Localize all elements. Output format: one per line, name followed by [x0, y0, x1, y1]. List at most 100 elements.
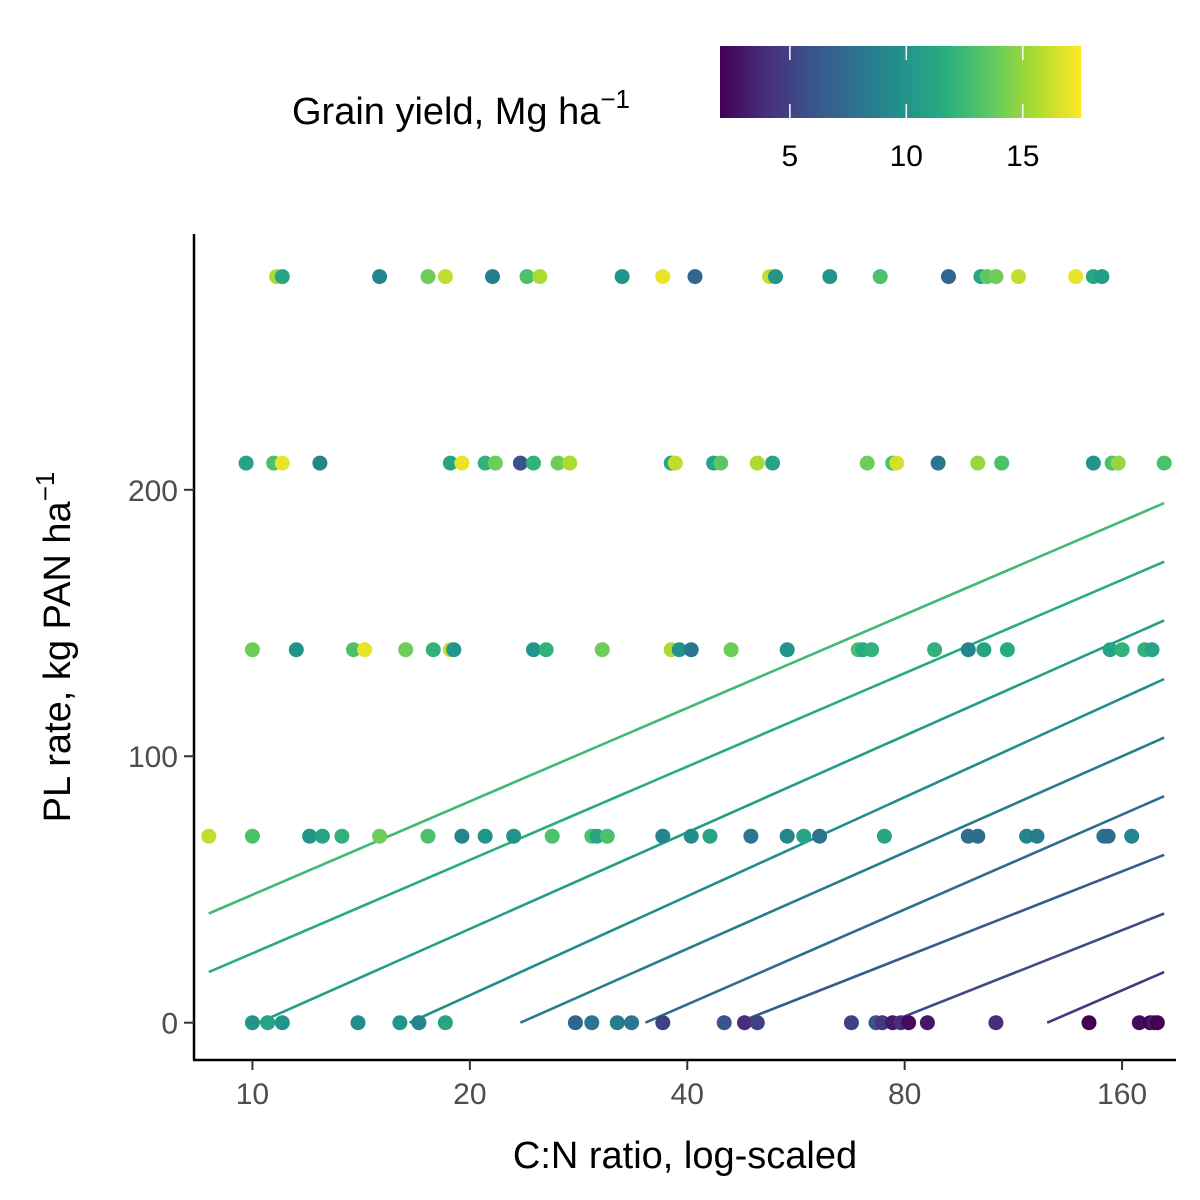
- colorbar-title-text: Grain yield, Mg ha: [292, 91, 601, 133]
- data-point: [512, 455, 528, 471]
- data-point: [1100, 828, 1116, 844]
- data-point: [655, 269, 671, 285]
- data-point: [446, 642, 462, 658]
- data-point: [930, 455, 946, 471]
- data-point: [350, 1015, 366, 1031]
- data-point: [843, 1015, 859, 1031]
- colorbar-legend: Grain yield, Mg ha−1 5 10 15: [292, 46, 1081, 173]
- data-point: [864, 642, 880, 658]
- data-point: [334, 828, 350, 844]
- data-point: [357, 642, 373, 658]
- data-point: [550, 455, 566, 471]
- data-point: [872, 269, 888, 285]
- x-tick-label: 80: [888, 1078, 921, 1111]
- data-point: [919, 1015, 935, 1031]
- data-point: [392, 1015, 408, 1031]
- contour-line: [208, 501, 1165, 915]
- data-point: [519, 269, 535, 285]
- data-point: [779, 642, 795, 658]
- data-point: [487, 455, 503, 471]
- data-point: [437, 1015, 453, 1031]
- data-point: [411, 1015, 427, 1031]
- data-point: [960, 642, 976, 658]
- data-point: [372, 828, 388, 844]
- data-point: [420, 269, 436, 285]
- data-point: [614, 269, 630, 285]
- data-point: [737, 1015, 752, 1031]
- contour-line: [888, 912, 1165, 1024]
- data-point: [454, 828, 470, 844]
- data-point: [716, 1015, 732, 1031]
- x-axis-title: C:N ratio, log-scaled: [513, 1135, 857, 1177]
- x-axis-ticks: 10 20 40 80 160: [236, 1060, 1147, 1111]
- data-point: [599, 828, 615, 844]
- data-point: [442, 455, 458, 471]
- colorbar-tick-label: 10: [890, 140, 923, 173]
- y-tick-label: 0: [161, 1008, 178, 1041]
- data-point: [765, 455, 781, 471]
- data-point: [988, 269, 1004, 285]
- y-axis-title-text: PL rate, kg PAN ha: [37, 500, 79, 822]
- data-point: [876, 828, 892, 844]
- contour-lines: [208, 501, 1165, 1024]
- x-tick-label: 20: [453, 1078, 486, 1111]
- data-point: [260, 1015, 276, 1031]
- data-point: [1081, 1015, 1097, 1031]
- data-point: [526, 642, 541, 658]
- data-point: [970, 455, 986, 471]
- data-point: [372, 269, 388, 285]
- data-point: [889, 455, 905, 471]
- data-point: [532, 269, 548, 285]
- contour-line: [519, 736, 1165, 1024]
- data-point: [874, 1015, 890, 1031]
- data-point: [454, 455, 470, 471]
- data-point: [238, 455, 254, 471]
- data-point: [822, 269, 838, 285]
- data-point: [437, 269, 453, 285]
- data-point: [976, 642, 992, 658]
- data-point: [398, 642, 414, 658]
- data-point: [994, 455, 1010, 471]
- data-point: [671, 642, 687, 658]
- x-tick-label: 40: [671, 1078, 704, 1111]
- data-point: [687, 269, 703, 285]
- data-point: [346, 642, 361, 658]
- x-tick-label: 160: [1097, 1078, 1147, 1111]
- data-point: [655, 828, 671, 844]
- data-point: [274, 269, 290, 285]
- data-point: [901, 1015, 917, 1031]
- contour-line: [208, 560, 1165, 974]
- data-point: [624, 1015, 640, 1031]
- data-point: [927, 642, 943, 658]
- colorbar-tick-label: 5: [782, 140, 799, 173]
- data-point: [1019, 828, 1035, 844]
- data-point: [244, 642, 260, 658]
- colorbar-title-sup: −1: [600, 84, 630, 114]
- data-point: [425, 642, 441, 658]
- y-axis-title-sup: −1: [30, 472, 60, 502]
- data-point: [1011, 269, 1026, 285]
- data-point: [244, 1015, 260, 1031]
- data-point: [526, 455, 541, 471]
- data-point: [768, 269, 783, 285]
- data-point: [1029, 828, 1045, 844]
- data-point: [274, 455, 290, 471]
- data-point: [859, 455, 875, 471]
- data-point: [201, 828, 217, 844]
- data-point: [420, 828, 436, 844]
- contour-line: [258, 619, 1165, 1024]
- data-point: [683, 642, 699, 658]
- data-point: [743, 828, 759, 844]
- data-point: [544, 828, 560, 844]
- data-point: [244, 828, 260, 844]
- data-point: [941, 269, 956, 285]
- data-point: [1144, 642, 1160, 658]
- data-point: [723, 642, 739, 658]
- colorbar-tick-label: 15: [1006, 140, 1039, 173]
- data-points: [201, 269, 1172, 1031]
- data-point: [970, 828, 986, 844]
- colorbar-title: Grain yield, Mg ha−1: [292, 84, 630, 133]
- data-point: [589, 828, 605, 844]
- data-point: [485, 269, 500, 285]
